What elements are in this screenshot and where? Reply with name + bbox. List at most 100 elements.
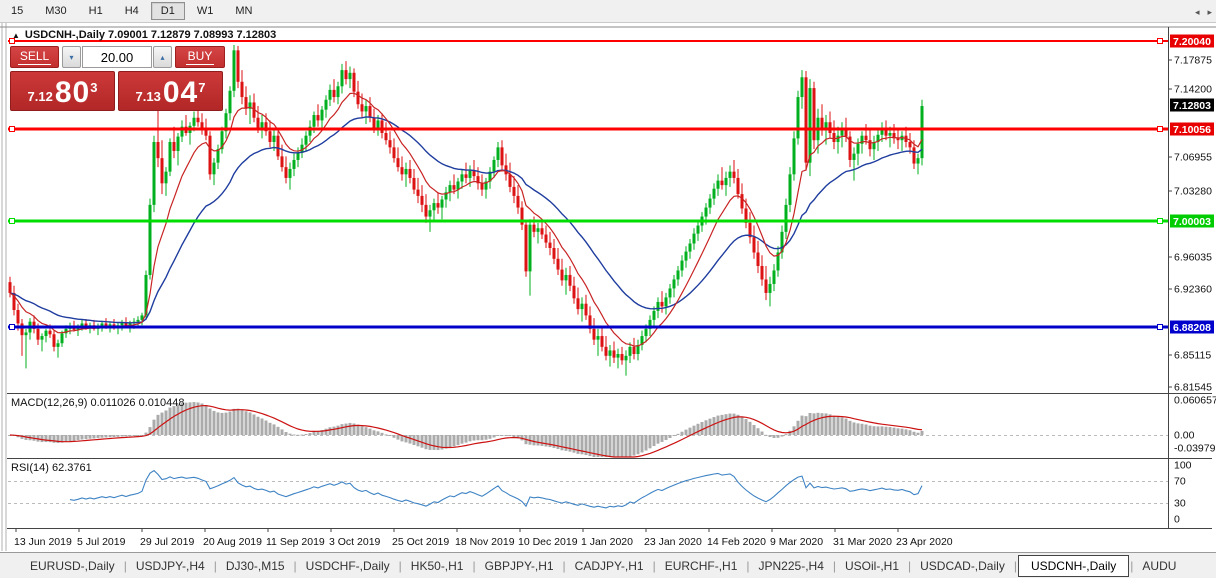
candle (768, 283, 772, 293)
indicator-axis-label: 30 (1174, 498, 1186, 510)
candle (340, 70, 344, 87)
candle (732, 171, 736, 178)
candle (744, 208, 748, 223)
tab-separator: | (908, 559, 912, 573)
candle (168, 141, 172, 172)
candle (360, 104, 364, 112)
candle (180, 126, 184, 137)
tab-usdcad-daily[interactable]: USDCAD-,Daily (920, 559, 1005, 573)
tab-usdchf-daily[interactable]: USDCHF-,Daily (305, 559, 390, 573)
candle (288, 168, 292, 178)
candle (572, 285, 576, 299)
candle (668, 288, 672, 298)
timeframe-15[interactable]: 15 (11, 5, 24, 17)
candle (760, 265, 764, 280)
candle (408, 168, 412, 178)
buy-button[interactable]: BUY (175, 46, 225, 68)
candle (48, 330, 52, 335)
candle (640, 336, 644, 346)
candle (632, 346, 636, 355)
timeframe-d1[interactable]: D1 (150, 2, 185, 20)
candle (692, 233, 696, 244)
candlestick-series (8, 44, 924, 376)
tab-usoil-h1[interactable]: USOil-,H1 (845, 559, 900, 573)
candle (852, 153, 856, 160)
candle (564, 274, 568, 281)
timeframe-h1[interactable]: H1 (88, 5, 103, 17)
candle (784, 204, 788, 232)
candle (888, 133, 892, 136)
tab-usdcnh-daily[interactable]: USDCNH-,Daily (1017, 555, 1130, 577)
line-handle (9, 324, 15, 330)
candle (376, 120, 380, 128)
tab-usdjpy-h4[interactable]: USDJPY-,H4 (135, 559, 205, 573)
price-badge-text: 7.12803 (1173, 100, 1211, 112)
tab-eurchf-h1[interactable]: EURCHF-,H1 (664, 559, 738, 573)
timeframe-m30[interactable]: M30 (45, 5, 67, 17)
tab-audu[interactable]: AUDU (1142, 559, 1177, 573)
candle (424, 204, 428, 217)
date-axis-label: 20 Aug 2019 (203, 536, 262, 548)
candle (104, 323, 108, 328)
tab-cadjpy-h1[interactable]: CADJPY-,H1 (574, 559, 644, 573)
buy-price-display[interactable]: 7.13 04 7 (118, 71, 223, 111)
candle (144, 274, 148, 316)
candle (656, 301, 660, 311)
candle (916, 158, 920, 164)
volume-input[interactable]: 20.00 (82, 46, 152, 68)
candle (644, 328, 648, 337)
candle (720, 180, 724, 186)
candle (492, 159, 496, 172)
candle (428, 210, 432, 217)
candle (684, 251, 688, 261)
indicator-axis-label: 0 (1174, 514, 1180, 526)
tab-gbpjpy-h1[interactable]: GBPJPY-,H1 (484, 559, 554, 573)
candle (140, 315, 144, 320)
sell-button[interactable]: SELL (10, 46, 59, 68)
candle (832, 133, 836, 142)
candle (312, 115, 316, 127)
tab-dj30-m15[interactable]: DJ30-,M15 (225, 559, 285, 573)
candle (20, 323, 24, 336)
timeframe-mn[interactable]: MN (235, 5, 253, 17)
candle (304, 135, 308, 145)
volume-increase-button[interactable]: ▴ (153, 46, 172, 68)
candle (212, 162, 216, 175)
candle (332, 89, 336, 98)
candle (740, 194, 744, 209)
candle (912, 147, 916, 164)
buy-price-prefix: 7.13 (135, 89, 161, 104)
candle (776, 252, 780, 271)
price-badge (1170, 34, 1214, 48)
candle (152, 141, 156, 205)
tab-eurusd-daily[interactable]: EURUSD-,Daily (30, 559, 115, 573)
sell-price-display[interactable]: 7.12 80 3 (10, 71, 115, 111)
price-badge-text: 7.10056 (1173, 124, 1211, 136)
candle (348, 72, 352, 80)
tab-hk50-h1[interactable]: HK50-,H1 (410, 559, 464, 573)
date-axis-label: 18 Nov 2019 (455, 536, 515, 548)
date-axis-label: 5 Jul 2019 (77, 536, 126, 548)
candle (892, 133, 896, 139)
candle (884, 127, 888, 136)
tab-scroll-right-icon[interactable]: ▸ (1207, 7, 1212, 17)
candle (176, 136, 180, 151)
timeframe-w1[interactable]: W1 (196, 5, 214, 17)
candle (476, 176, 480, 184)
candle (264, 122, 268, 132)
candle (380, 120, 384, 134)
candle (284, 167, 288, 178)
buy-price-big: 04 (162, 76, 199, 109)
timeframe-h4[interactable]: H4 (124, 5, 139, 17)
tab-jpn225-h4[interactable]: JPN225-,H4 (758, 559, 824, 573)
candle (32, 321, 36, 329)
tab-scroll-left-icon[interactable]: ◂ (1194, 7, 1200, 17)
candle (708, 198, 712, 208)
tab-separator: | (1130, 559, 1134, 573)
volume-decrease-button[interactable]: ▾ (62, 46, 81, 68)
candle (688, 243, 692, 252)
sell-price-prefix: 7.12 (27, 89, 53, 104)
line-handle (1157, 324, 1163, 330)
candle (192, 117, 196, 126)
